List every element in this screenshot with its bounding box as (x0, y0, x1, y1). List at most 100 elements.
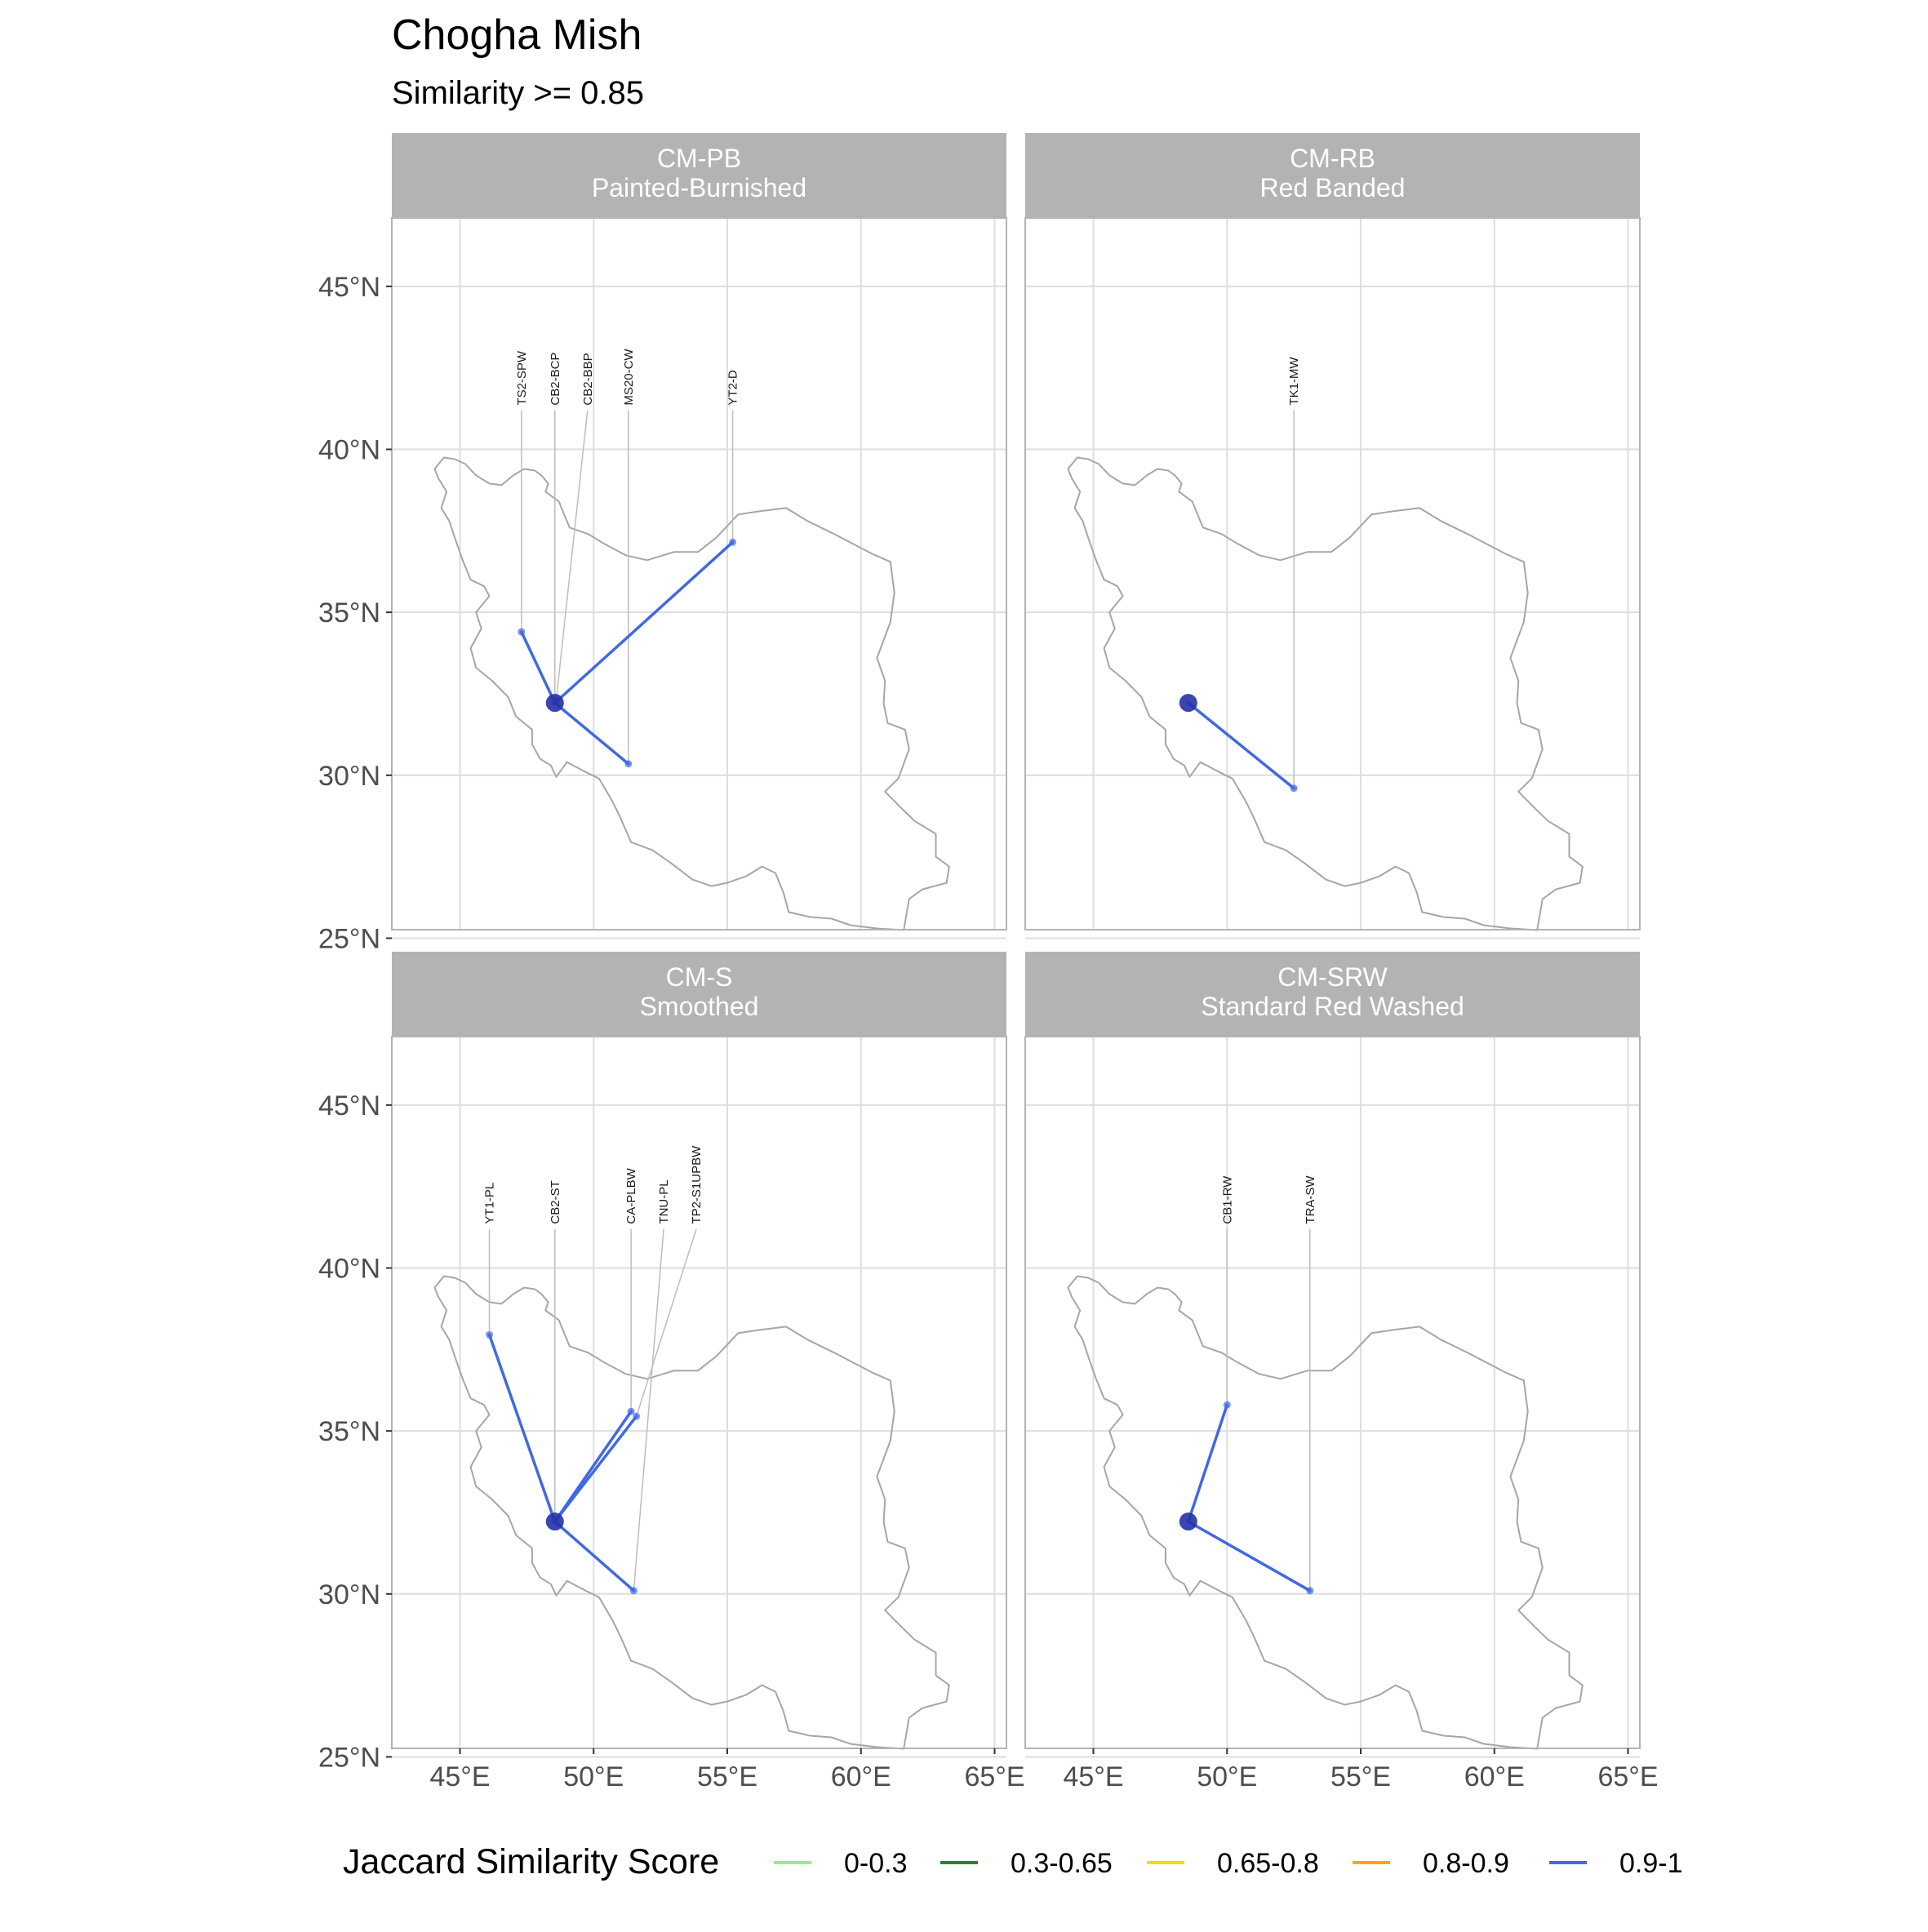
connection-line (1187, 701, 1295, 790)
legend-item: 0.9-1 (1549, 1848, 1683, 1879)
site-label: TRA-SW (1304, 1175, 1317, 1224)
connection-line (1187, 1520, 1312, 1592)
panel-border (1024, 1036, 1641, 1749)
origin-site-point (545, 1512, 564, 1531)
legend-label: 0.3-0.65 (1011, 1848, 1113, 1879)
site-label: MS20-CW (622, 349, 636, 406)
x-tick-label: 55°E (1330, 1761, 1391, 1792)
y-tick-label: 35°N (318, 597, 380, 628)
x-tick-label: 65°E (964, 1761, 1024, 1792)
country-outline (433, 456, 950, 931)
target-site-point (1290, 784, 1298, 793)
y-tick-label: 45°N (318, 272, 380, 303)
panel-strip (392, 952, 1006, 1037)
panel-strip-code: CM-SRW (1277, 962, 1388, 992)
panel-strip (1025, 952, 1640, 1037)
country-outline (1067, 1275, 1584, 1750)
panel-strip-code: CM-PB (657, 144, 741, 173)
legend-item: 0-0.3 (774, 1848, 908, 1879)
legend-item: 0.3-0.65 (940, 1848, 1113, 1879)
site-label: CB2-BBP (581, 353, 595, 405)
target-site-point (627, 1407, 635, 1415)
connection-line (1187, 1403, 1229, 1523)
site-label: CB2-BCP (549, 353, 562, 406)
origin-site-point (1179, 1512, 1197, 1531)
origin-site-point (1179, 694, 1197, 713)
x-tick-label: 60°E (1464, 1761, 1525, 1792)
legend-title: Jaccard Similarity Score (343, 1842, 719, 1881)
y-tick-label: 25°N (318, 923, 380, 954)
x-tick-label: 65°E (1597, 1761, 1658, 1792)
panel-strip-name: Standard Red Washed (1201, 992, 1464, 1021)
legend-label: 0-0.3 (844, 1848, 908, 1879)
x-tick-label: 55°E (697, 1761, 757, 1792)
legend-label: 0.8-0.9 (1423, 1848, 1509, 1879)
origin-site-point (545, 694, 564, 713)
y-tick-label: 40°N (318, 1254, 380, 1285)
connection-line (520, 630, 557, 704)
gridlines (1025, 218, 1640, 939)
legend-item: 0.65-0.8 (1147, 1848, 1319, 1879)
panel-strip-name: Painted-Burnished (592, 173, 806, 202)
site-label: TK1-MW (1287, 357, 1301, 406)
connection-line (487, 1333, 557, 1523)
legend-label: 0.65-0.8 (1217, 1848, 1319, 1879)
y-tick-label: 30°N (318, 1579, 380, 1610)
connection-line (553, 540, 735, 704)
target-site-point (1223, 1401, 1231, 1409)
target-site-point (729, 538, 737, 546)
page-title: Chogha Mish (392, 11, 642, 59)
connection-line (553, 1520, 636, 1592)
y-tick-label: 30°N (318, 761, 380, 792)
panel-border (1024, 217, 1641, 930)
site-label: TNU-PL (657, 1179, 671, 1224)
country-outline (1067, 456, 1584, 931)
site-label: TP2-S1UPBW (690, 1145, 704, 1224)
y-tick-label: 40°N (318, 435, 380, 466)
x-tick-label: 50°E (1197, 1761, 1257, 1792)
panel-strip (392, 133, 1006, 218)
site-label: CB1-RW (1220, 1175, 1234, 1224)
connection-line (553, 701, 630, 766)
gridlines (1025, 1037, 1640, 1758)
target-site-point (1306, 1587, 1314, 1595)
country-outline (433, 1275, 950, 1750)
legend-label: 0.9-1 (1619, 1848, 1683, 1879)
target-site-point (518, 628, 526, 636)
label-leader-line (633, 1228, 664, 1591)
x-tick-label: 50°E (563, 1761, 624, 1792)
label-leader-line (635, 1228, 697, 1417)
y-tick-label: 25°N (318, 1742, 380, 1773)
y-tick-label: 35°N (318, 1416, 380, 1447)
panel-strip-code: CM-S (666, 962, 733, 992)
page-subtitle: Similarity >= 0.85 (392, 75, 644, 111)
panel-border (391, 217, 1007, 930)
panel-strip-name: Smoothed (640, 992, 759, 1021)
site-label: TS2-SPW (515, 350, 529, 406)
panel-strip-code: CM-RB (1290, 144, 1375, 173)
target-site-point (629, 1587, 637, 1595)
site-label: YT1-PL (483, 1183, 497, 1224)
panel-strip-name: Red Banded (1260, 173, 1406, 202)
panel-plot-area (1025, 218, 1640, 930)
gridlines (392, 1037, 1006, 1758)
target-site-point (486, 1330, 494, 1339)
x-tick-label: 45°E (429, 1761, 490, 1792)
panel-strip (1025, 133, 1640, 218)
x-tick-label: 60°E (831, 1761, 891, 1792)
legend-item: 0.8-0.9 (1353, 1848, 1509, 1879)
site-label: CB2-ST (549, 1180, 562, 1224)
target-site-point (633, 1412, 641, 1420)
gridlines (392, 218, 1006, 939)
panel-plot-area (1025, 1037, 1640, 1748)
x-tick-label: 45°E (1063, 1761, 1123, 1792)
legend: Jaccard Similarity Score 0-0.3 0.3-0.65 0.6… (343, 1842, 1683, 1881)
panel-border (391, 1036, 1007, 1749)
connection-line (553, 1415, 638, 1523)
site-label: CA-PLBW (624, 1167, 638, 1224)
panel-plot-area (392, 1037, 1006, 1748)
label-leader-line (555, 410, 589, 701)
